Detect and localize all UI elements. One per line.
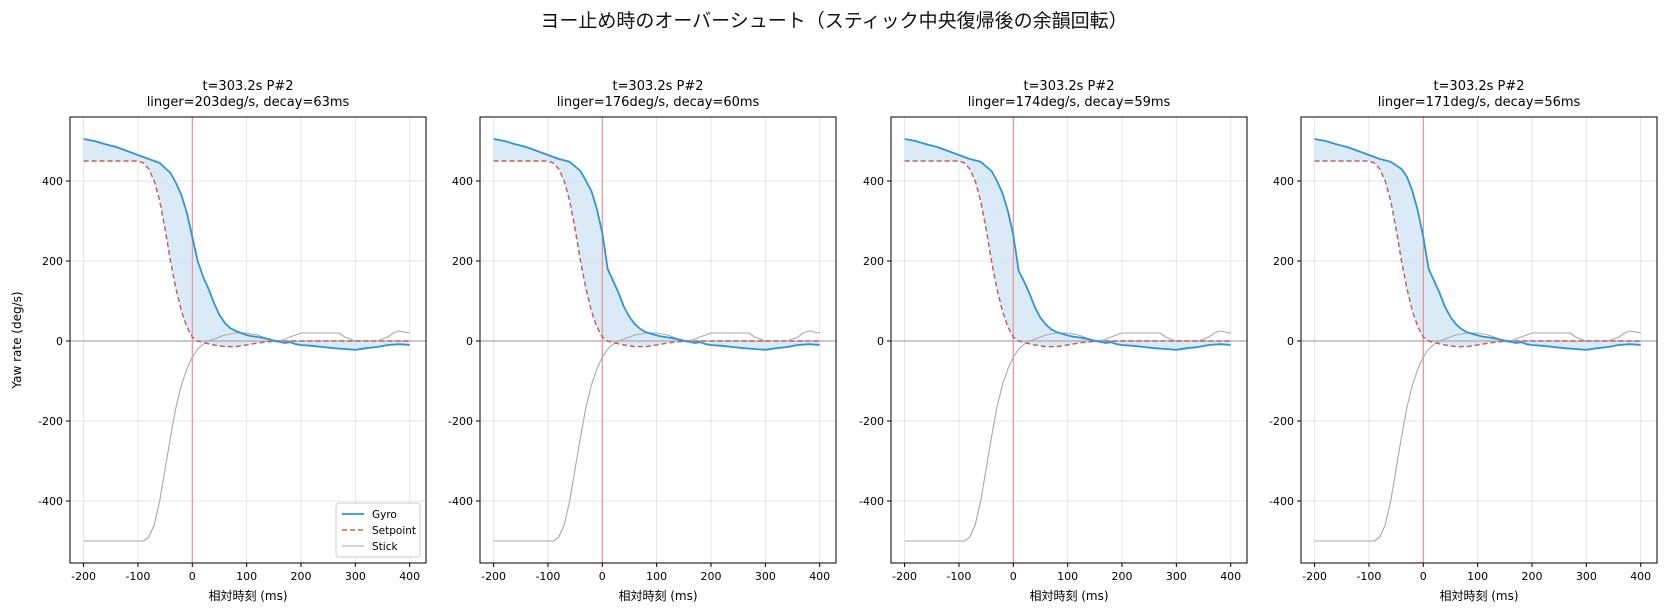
y-tick-label: 400 <box>42 175 63 188</box>
x-tick-label: -100 <box>125 570 150 583</box>
x-tick-label: 200 <box>1521 570 1542 583</box>
y-tick-label: 0 <box>877 335 884 348</box>
x-axis-label: 相対時刻 (ms) <box>208 589 287 603</box>
plot-content <box>891 117 1247 563</box>
overshoot-area <box>1314 139 1641 350</box>
y-tick-label: 0 <box>56 335 63 348</box>
x-tick-label: 400 <box>1630 570 1651 583</box>
x-tick-label: -200 <box>481 570 506 583</box>
subplot-subtitle: linger=176deg/s, decay=60ms <box>557 95 760 110</box>
subplot-4: -200 -100 0 100 200 300 400 -400 -200 0 200 400 t=30… <box>1269 79 1658 603</box>
legend-box <box>335 502 421 558</box>
x-tick-label: 400 <box>809 570 830 583</box>
y-tick-label: 200 <box>863 255 884 268</box>
x-tick-label: -200 <box>892 570 917 583</box>
subplot-title: t=303.2s P#2 <box>612 79 703 94</box>
x-tick-label: -100 <box>1356 570 1381 583</box>
y-axis-label: Yaw rate (deg/s) <box>10 291 24 389</box>
subplot-3: -200 -100 0 100 200 300 400 -400 -200 0 200 400 t=30… <box>859 79 1248 603</box>
series-stick-line <box>1314 330 1641 542</box>
overshoot-area <box>493 139 820 350</box>
series-gyro-line <box>904 138 1231 351</box>
x-tick-label: 300 <box>1166 570 1187 583</box>
x-tick-label: 200 <box>290 570 311 583</box>
subplot-grid: -200 -100 0 100 200 300 400 -400 -200 0 200 400 t=30… <box>10 79 1658 603</box>
plot-content <box>480 117 836 563</box>
figure-suptitle: ヨー止め時のオーバーシュート（スティック中央復帰後の余韻回転） <box>540 10 1127 32</box>
subplot-title: t=303.2s P#2 <box>202 79 293 94</box>
plot-frame <box>479 116 837 564</box>
y-tick-label: 0 <box>466 335 473 348</box>
x-axis-label: 相対時刻 (ms) <box>1439 589 1518 603</box>
series-setpoint-line <box>83 160 410 348</box>
x-tick-label: 0 <box>1010 570 1017 583</box>
x-tick-label: 300 <box>755 570 776 583</box>
series-setpoint-line <box>493 160 820 348</box>
legend-label-stick: Stick <box>372 541 398 553</box>
series-setpoint-line <box>1314 160 1641 348</box>
legend-label-setpoint: Setpoint <box>372 525 416 537</box>
subplot-subtitle: linger=203deg/s, decay=63ms <box>147 95 350 110</box>
series-setpoint-line <box>904 160 1231 348</box>
y-tick-label: 0 <box>1287 335 1294 348</box>
x-tick-label: 400 <box>399 570 420 583</box>
y-tick-label: -400 <box>38 495 63 508</box>
x-tick-label: -200 <box>71 570 96 583</box>
subplot-subtitle: linger=174deg/s, decay=59ms <box>968 95 1171 110</box>
subplot-title: t=303.2s P#2 <box>1023 79 1114 94</box>
subplot-1: -200 -100 0 100 200 300 400 -400 -200 0 200 400 t=30… <box>10 79 427 603</box>
x-tick-label: 200 <box>700 570 721 583</box>
x-tick-label: 100 <box>236 570 257 583</box>
plot-frame <box>1300 116 1658 564</box>
y-tick-label: -200 <box>448 415 473 428</box>
series-gyro-line <box>1314 138 1641 351</box>
plot-frame <box>69 116 427 564</box>
x-tick-label: 100 <box>1467 570 1488 583</box>
x-tick-label: -100 <box>946 570 971 583</box>
plot-frame <box>890 116 1248 564</box>
y-tick-label: -400 <box>448 495 473 508</box>
plot-content <box>1301 117 1657 563</box>
series-gyro-line <box>83 138 410 351</box>
legend-label-gyro: Gyro <box>372 509 397 521</box>
x-axis-label: 相対時刻 (ms) <box>618 589 697 603</box>
series-gyro-line <box>493 138 820 351</box>
y-tick-label: -200 <box>859 415 884 428</box>
legend: Gyro Setpoint Stick <box>335 502 421 558</box>
x-axis-label: 相対時刻 (ms) <box>1029 589 1108 603</box>
y-tick-label: -400 <box>859 495 884 508</box>
subplot-subtitle: linger=171deg/s, decay=56ms <box>1378 95 1581 110</box>
overshoot-area <box>904 139 1231 350</box>
y-tick-label: -200 <box>38 415 63 428</box>
x-tick-label: 200 <box>1111 570 1132 583</box>
subplot-2: -200 -100 0 100 200 300 400 -400 -200 0 200 400 t=30… <box>448 79 837 603</box>
x-tick-label: -200 <box>1302 570 1327 583</box>
series-stick-line <box>493 330 820 542</box>
overshoot-area <box>83 139 410 350</box>
y-tick-label: 200 <box>452 255 473 268</box>
y-tick-label: 400 <box>863 175 884 188</box>
y-tick-label: 400 <box>452 175 473 188</box>
x-tick-label: 300 <box>345 570 366 583</box>
y-tick-label: 400 <box>1273 175 1294 188</box>
plot-content <box>70 117 426 563</box>
x-tick-label: 100 <box>1057 570 1078 583</box>
series-stick-line <box>83 330 410 542</box>
series-stick-line <box>904 330 1231 542</box>
x-tick-label: 0 <box>189 570 196 583</box>
y-tick-label: 200 <box>1273 255 1294 268</box>
x-tick-label: 0 <box>599 570 606 583</box>
x-tick-label: 400 <box>1220 570 1241 583</box>
y-tick-label: -400 <box>1269 495 1294 508</box>
x-tick-label: 300 <box>1576 570 1597 583</box>
x-tick-label: -100 <box>535 570 560 583</box>
y-tick-label: -200 <box>1269 415 1294 428</box>
x-tick-label: 100 <box>646 570 667 583</box>
x-tick-label: 0 <box>1420 570 1427 583</box>
y-tick-label: 200 <box>42 255 63 268</box>
subplot-title: t=303.2s P#2 <box>1433 79 1524 94</box>
